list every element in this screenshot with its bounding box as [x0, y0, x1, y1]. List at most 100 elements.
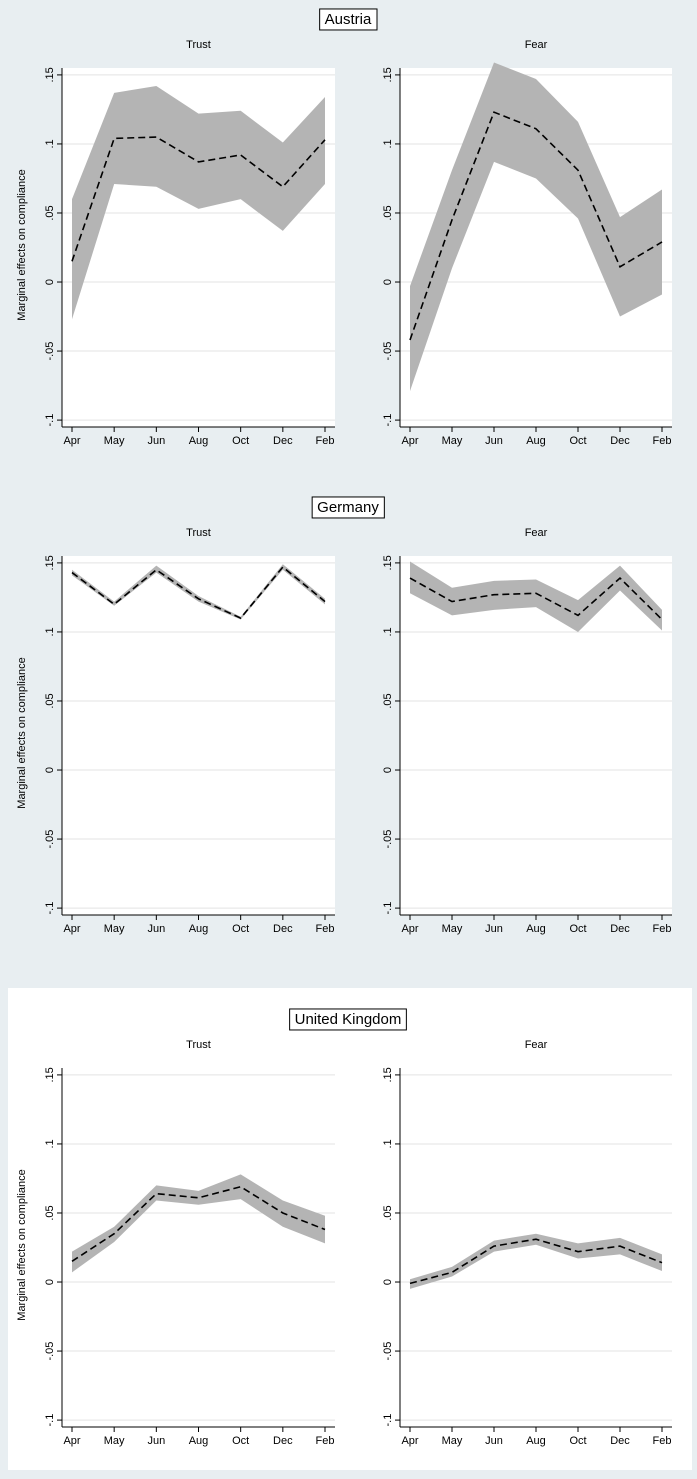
y-tick-label: 0: [382, 767, 394, 773]
y-tick-label: 0: [382, 279, 394, 285]
y-tick-label: .05: [44, 693, 56, 708]
x-tick-label: Oct: [232, 923, 249, 935]
x-tick-label: Oct: [569, 923, 586, 935]
panel-title: Fear: [525, 527, 548, 539]
y-tick-label: .05: [44, 205, 56, 220]
line: [71, 565, 326, 620]
x-tick-label: May: [442, 1435, 463, 1447]
x-tick-label: Oct: [232, 1435, 249, 1447]
x-tick-label: Apr: [401, 1435, 418, 1447]
x-tick-label: Apr: [63, 1435, 80, 1447]
x-tick-label: Jun: [485, 1435, 503, 1447]
y-tick-label: .05: [382, 1205, 394, 1220]
x-tick-label: Dec: [273, 923, 293, 935]
x-tick-label: Aug: [526, 923, 546, 935]
x-tick-label: Dec: [610, 923, 630, 935]
x-tick-label: May: [104, 435, 125, 447]
x-tick-label: Oct: [232, 435, 249, 447]
line: [409, 576, 663, 621]
y-tick-label: .15: [44, 1067, 56, 1082]
x-tick-label: Jun: [147, 1435, 165, 1447]
y-tick-label: -.05: [382, 1342, 394, 1361]
line: [71, 1185, 326, 1262]
confidence-band: [410, 1233, 662, 1289]
plot-area: [62, 556, 335, 915]
y-tick-label: .15: [382, 555, 394, 570]
x-tick-label: Apr: [63, 435, 80, 447]
group-title-box: [319, 8, 378, 31]
line: [409, 1238, 663, 1285]
y-tick-label: .15: [382, 1067, 394, 1082]
y-tick-label: .15: [44, 67, 56, 82]
x-tick-label: Feb: [653, 435, 672, 447]
x-tick-label: Apr: [63, 923, 80, 935]
group-title-box: [289, 1008, 407, 1031]
panel-title: Fear: [525, 1039, 548, 1051]
y-tick-label: .1: [382, 139, 394, 148]
x-tick-label: Oct: [569, 435, 586, 447]
x-tick-label: May: [442, 435, 463, 447]
x-tick-label: Feb: [316, 435, 335, 447]
y-tick-label: .1: [382, 1139, 394, 1148]
y-tick-label: .1: [44, 627, 56, 636]
group-title-box: [311, 496, 385, 519]
x-tick-label: Aug: [189, 923, 209, 935]
y-axis-label: Marginal effects on compliance: [16, 1169, 28, 1320]
x-tick-label: May: [442, 923, 463, 935]
y-tick-label: .05: [382, 205, 394, 220]
line: [409, 111, 663, 341]
plot-area: [62, 1068, 335, 1427]
panel-title: Trust: [186, 1039, 211, 1051]
x-tick-label: Jun: [147, 923, 165, 935]
y-tick-label: .1: [44, 139, 56, 148]
confidence-band: [72, 1174, 325, 1273]
confidence-band: [410, 561, 662, 632]
x-tick-label: Dec: [273, 1435, 293, 1447]
x-tick-label: Aug: [526, 1435, 546, 1447]
x-tick-label: Aug: [526, 435, 546, 447]
y-tick-label: -.1: [382, 1414, 394, 1427]
confidence-band: [72, 85, 325, 320]
y-tick-label: -.1: [382, 414, 394, 427]
y-tick-label: -.05: [382, 830, 394, 849]
x-tick-label: Dec: [273, 435, 293, 447]
y-tick-label: 0: [44, 1279, 56, 1285]
group-title: Germany: [317, 499, 379, 516]
y-tick-label: -.05: [382, 342, 394, 361]
y-tick-label: 0: [44, 279, 56, 285]
confidence-band: [410, 62, 662, 392]
x-tick-label: Feb: [316, 1435, 335, 1447]
y-tick-label: -.05: [44, 830, 56, 849]
x-tick-label: May: [104, 1435, 125, 1447]
group-title: Austria: [325, 11, 372, 28]
y-tick-label: .15: [44, 555, 56, 570]
y-tick-label: .05: [382, 693, 394, 708]
panel-title: Trust: [186, 39, 211, 51]
y-tick-label: .1: [44, 1139, 56, 1148]
x-tick-label: Jun: [485, 435, 503, 447]
x-tick-label: Feb: [653, 923, 672, 935]
y-axis-label: Marginal effects on compliance: [16, 169, 28, 320]
plot-area: [400, 556, 672, 915]
y-tick-label: .1: [382, 627, 394, 636]
y-tick-label: -.1: [44, 902, 56, 915]
x-tick-label: Feb: [316, 923, 335, 935]
x-tick-label: Apr: [401, 435, 418, 447]
y-tick-label: .15: [382, 67, 394, 82]
y-tick-label: -.1: [44, 414, 56, 427]
x-tick-label: Dec: [610, 435, 630, 447]
x-tick-label: Apr: [401, 923, 418, 935]
x-tick-label: Jun: [485, 923, 503, 935]
y-tick-label: .05: [44, 1205, 56, 1220]
panel-title: Fear: [525, 39, 548, 51]
line: [71, 136, 326, 262]
x-tick-label: Jun: [147, 435, 165, 447]
y-tick-label: 0: [44, 767, 56, 773]
panel-title: Trust: [186, 527, 211, 539]
x-tick-label: Aug: [189, 1435, 209, 1447]
x-tick-label: May: [104, 923, 125, 935]
x-tick-label: Dec: [610, 1435, 630, 1447]
x-tick-label: Aug: [189, 435, 209, 447]
group-title: United Kingdom: [295, 1011, 402, 1028]
